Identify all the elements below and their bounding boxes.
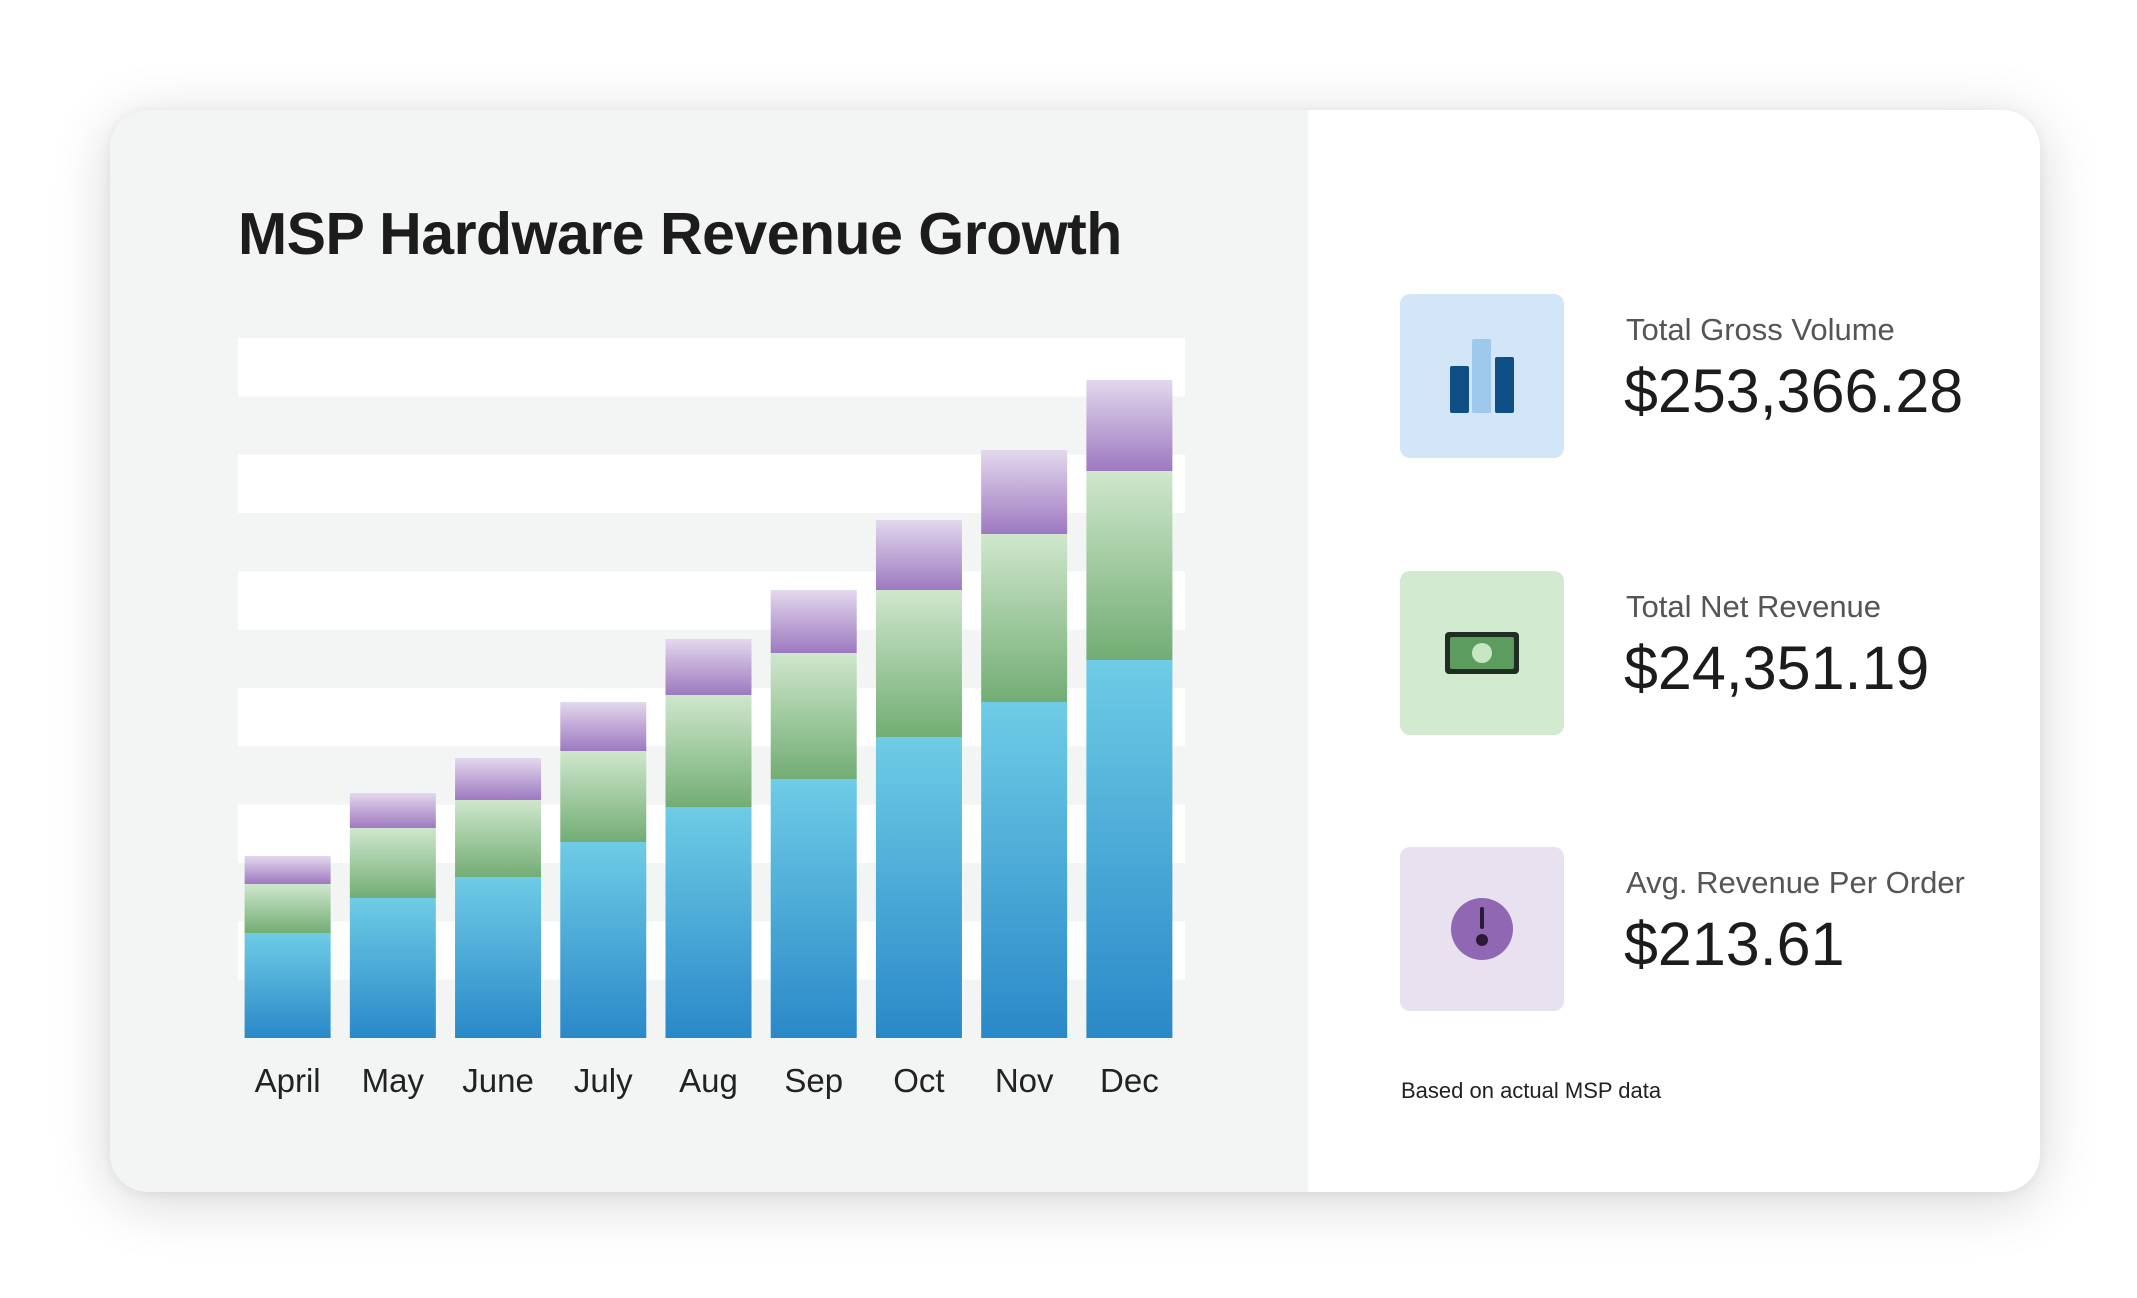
stat-label: Total Net Revenue xyxy=(1626,589,1882,624)
bar-sep-segment-2 xyxy=(770,653,857,779)
bar-nov-segment-2 xyxy=(981,534,1068,702)
dashboard-card: MSP Hardware Revenue Growth April May June… xyxy=(110,110,2040,1192)
bar-nov-segment-1 xyxy=(981,702,1068,1038)
bar-june-segment-2 xyxy=(455,800,542,877)
stat-icon-box xyxy=(1400,294,1564,458)
x-tick-label: Oct xyxy=(893,1062,944,1099)
x-tick-label: Dec xyxy=(1100,1062,1159,1099)
x-tick-label: May xyxy=(362,1062,425,1099)
bar-july-segment-2 xyxy=(560,751,647,842)
stat-icon-box xyxy=(1400,571,1564,735)
x-tick-label: April xyxy=(255,1062,321,1099)
bar-july-segment-3 xyxy=(560,702,647,751)
bar-aug-segment-2 xyxy=(665,695,752,807)
bar-sep-segment-1 xyxy=(770,779,857,1038)
footnote: Based on actual MSP data xyxy=(1401,1078,1662,1103)
bar-may-segment-1 xyxy=(349,898,436,1038)
x-tick-label: Aug xyxy=(679,1062,738,1099)
bar-aug-segment-1 xyxy=(665,807,752,1038)
bar-oct-segment-1 xyxy=(875,737,962,1038)
bar-april-segment-1 xyxy=(244,933,331,1038)
chart-title: MSP Hardware Revenue Growth xyxy=(238,201,1122,267)
bar-dec-segment-1 xyxy=(1086,660,1173,1038)
x-tick-label: July xyxy=(574,1062,633,1099)
revenue-chart: April May June July Aug Sep Oct Nov Dec xyxy=(238,338,1185,1099)
bar-july-segment-1 xyxy=(560,842,647,1038)
grid-band xyxy=(238,338,1185,397)
stat-total-net-revenue: Total Net Revenue $24,351.19 xyxy=(1400,571,2040,735)
bar-may-segment-3 xyxy=(349,793,436,828)
bar-aug-segment-3 xyxy=(665,639,752,695)
bar-june-segment-1 xyxy=(455,877,542,1038)
stat-value: $24,351.19 xyxy=(1624,634,1930,702)
stat-value: $253,366.28 xyxy=(1624,357,1964,425)
stat-avg-revenue-per-order: Avg. Revenue Per Order $213.61 xyxy=(1400,847,2040,1011)
x-tick-label: June xyxy=(462,1062,534,1099)
money-bill-icon xyxy=(1445,632,1519,674)
bar-nov-segment-3 xyxy=(981,450,1068,534)
stat-value: $213.61 xyxy=(1624,910,1845,978)
x-tick-label: Nov xyxy=(995,1062,1054,1099)
bar-april-segment-2 xyxy=(244,884,331,933)
stat-label: Avg. Revenue Per Order xyxy=(1626,865,1965,900)
x-tick-label: Sep xyxy=(784,1062,843,1099)
bar-oct-segment-3 xyxy=(875,520,962,590)
bar-chart-icon xyxy=(1450,339,1514,413)
x-axis-labels: April May June July Aug Sep Oct Nov Dec xyxy=(255,1062,1159,1099)
gauge-icon xyxy=(1451,898,1513,960)
bar-group xyxy=(244,380,1173,1038)
bar-sep-segment-3 xyxy=(770,590,857,653)
stat-total-gross-volume: Total Gross Volume $253,366.28 xyxy=(1400,294,2040,458)
bar-may-segment-2 xyxy=(349,828,436,898)
bar-april-segment-3 xyxy=(244,856,331,884)
bar-june-segment-3 xyxy=(455,758,542,800)
bar-dec-segment-2 xyxy=(1086,471,1173,660)
bar-dec-segment-3 xyxy=(1086,380,1173,471)
stat-label: Total Gross Volume xyxy=(1626,312,1895,347)
bar-oct-segment-2 xyxy=(875,590,962,737)
stat-icon-box xyxy=(1400,847,1564,1011)
